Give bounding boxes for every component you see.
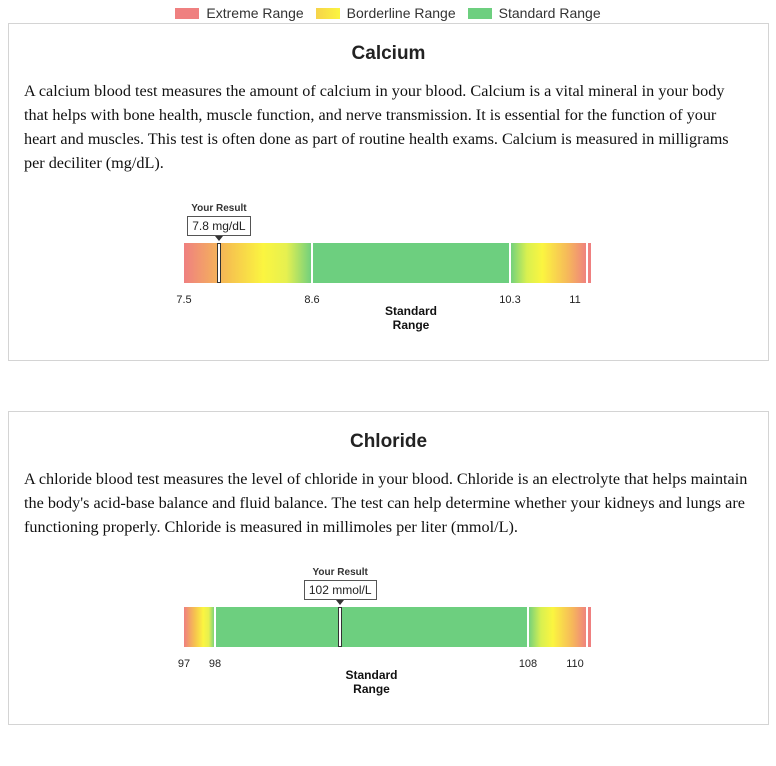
calcium-range-scale: Your Result 7.8 mg/dL 7.5 8.6 10.3 11 St… bbox=[9, 202, 770, 402]
chloride-tick-108: 108 bbox=[518, 658, 538, 670]
chloride-range-bar bbox=[184, 607, 591, 647]
calcium-result-heading: Your Result bbox=[191, 203, 247, 214]
calcium-tick-7-5: 7.5 bbox=[176, 294, 192, 306]
legend-item-extreme: Extreme Range bbox=[175, 5, 304, 21]
calcium-standard-range-label: Standard Range bbox=[371, 304, 451, 332]
chloride-standard-range-label: Standard Range bbox=[332, 668, 412, 696]
extreme-range-swatch bbox=[175, 7, 200, 19]
standard-range-swatch bbox=[467, 7, 492, 19]
calcium-tick-10-3: 10.3 bbox=[499, 294, 521, 306]
range-legend: Extreme Range Borderline Range Standard … bbox=[0, 3, 776, 23]
calcium-description: A calcium blood test measures the amount… bbox=[24, 82, 729, 172]
standard-segment bbox=[215, 607, 528, 647]
high-extreme-segment bbox=[587, 607, 591, 647]
chloride-result-heading: Your Result bbox=[312, 567, 368, 578]
chloride-tick-110: 110 bbox=[566, 658, 584, 670]
standard-start-divider bbox=[214, 607, 216, 647]
chloride-description: A chloride blood test measures the level… bbox=[24, 470, 748, 536]
chloride-tick-98: 98 bbox=[208, 658, 222, 670]
chloride-title: Chloride bbox=[349, 431, 428, 452]
result-marker bbox=[216, 243, 221, 283]
calcium-result-pointer bbox=[214, 236, 223, 241]
legend-label-borderline: Borderline Range bbox=[346, 5, 456, 21]
low-borderline-segment bbox=[184, 243, 312, 283]
legend-item-borderline: Borderline Range bbox=[315, 5, 456, 21]
calcium-tick-8-6: 8.6 bbox=[304, 294, 320, 306]
high-borderline-segment bbox=[528, 607, 587, 647]
calcium-tick-11: 11 bbox=[569, 294, 581, 306]
legend-label-standard: Standard Range bbox=[498, 5, 601, 21]
chloride-standard-label-line1: Standard bbox=[345, 668, 398, 682]
standard-start-divider bbox=[311, 243, 313, 283]
standard-segment bbox=[312, 243, 510, 283]
standard-end-divider bbox=[527, 607, 529, 647]
legend-label-extreme: Extreme Range bbox=[206, 5, 304, 21]
calcium-standard-label-line2: Range bbox=[392, 318, 430, 332]
low-borderline-segment bbox=[184, 607, 215, 647]
calcium-card: Calcium A calcium blood test measures th… bbox=[8, 23, 769, 361]
standard-end-divider bbox=[509, 243, 511, 283]
extreme-high-divider bbox=[586, 243, 588, 283]
calcium-standard-label-line1: Standard bbox=[384, 304, 437, 318]
result-marker bbox=[338, 607, 343, 647]
chloride-result-pointer bbox=[336, 600, 345, 605]
chloride-range-scale: Your Result 102 mmol/L 97 98 108 110 Sta… bbox=[9, 566, 770, 766]
chloride-card: Chloride A chloride blood test measures … bbox=[8, 411, 769, 725]
high-extreme-segment bbox=[587, 243, 591, 283]
calcium-result-value: 7.8 mg/dL bbox=[187, 216, 251, 236]
extreme-high-divider bbox=[586, 607, 588, 647]
borderline-range-swatch bbox=[315, 7, 340, 19]
calcium-range-bar bbox=[184, 243, 591, 283]
high-borderline-segment bbox=[510, 243, 587, 283]
legend-item-standard: Standard Range bbox=[467, 5, 601, 21]
chloride-tick-97: 97 bbox=[177, 658, 191, 670]
chloride-result-value: 102 mmol/L bbox=[303, 580, 377, 600]
chloride-standard-label-line2: Range bbox=[353, 682, 390, 696]
calcium-title: Calcium bbox=[351, 43, 426, 64]
